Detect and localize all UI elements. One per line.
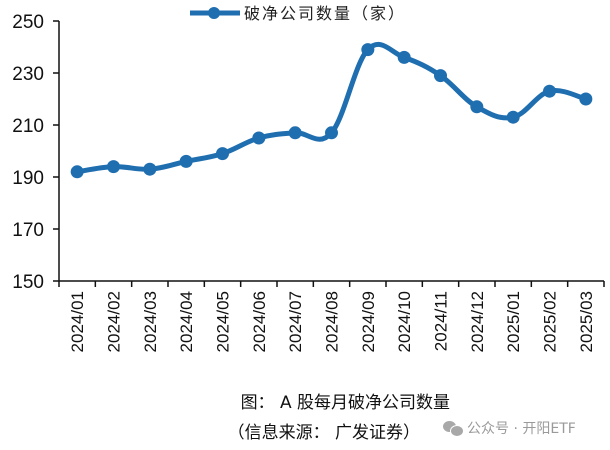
data-point-marker	[70, 165, 84, 179]
x-tick-label: 2025/01	[504, 291, 523, 352]
y-axis: 150 170 190 210 230 250	[12, 12, 60, 293]
x-tick-label: 2025/02	[541, 291, 560, 352]
wechat-icon	[443, 420, 464, 437]
data-point-marker	[288, 126, 302, 140]
x-tick-label: 2024/08	[323, 291, 342, 352]
data-point-marker	[325, 126, 338, 140]
data-point-marker	[361, 43, 375, 57]
data-point-marker	[543, 84, 556, 98]
y-tick-label: 190	[12, 168, 44, 189]
y-tick-label: 250	[12, 12, 44, 33]
y-tick-label: 170	[12, 220, 44, 241]
data-point-marker	[434, 69, 447, 83]
data-series	[70, 41, 593, 179]
watermark-text: 公众号 · 开阳ETF	[467, 421, 576, 437]
x-tick-label: 2024/06	[250, 291, 269, 352]
legend-label: 破净公司数量（家）	[244, 4, 406, 23]
y-tick-label: 210	[12, 116, 44, 137]
figure-source: （信息来源： 广发证券）	[227, 423, 420, 443]
data-point-marker	[179, 154, 193, 168]
x-tick-label: 2024/01	[68, 291, 87, 352]
x-tick-label: 2024/12	[468, 291, 487, 352]
data-point-marker	[506, 110, 520, 124]
x-axis: 2024/01 2024/02 2024/03 2024/04 2024/05 2024/…	[58, 280, 605, 352]
x-tick-label: 2024/04	[177, 291, 196, 352]
data-point-marker	[470, 100, 484, 114]
data-point-marker	[579, 92, 593, 106]
chart-legend: 破净公司数量（家）	[190, 4, 406, 23]
x-tick-label: 2024/09	[359, 291, 378, 352]
x-tick-label: 2024/07	[286, 291, 305, 352]
data-point-marker	[252, 131, 266, 145]
y-tick-label: 230	[12, 64, 44, 85]
x-tick-label: 2024/05	[214, 291, 233, 352]
x-tick-label: 2024/03	[141, 291, 160, 352]
data-point-marker	[397, 50, 411, 64]
data-point-marker	[107, 160, 120, 174]
y-tick-label: 150	[12, 272, 44, 293]
watermark: 公众号 · 开阳ETF	[443, 418, 576, 438]
series-line	[74, 41, 589, 175]
legend-marker-icon	[208, 7, 220, 19]
figure-caption: 图： A 股每月破净公司数量	[240, 393, 450, 413]
x-tick-label: 2024/10	[395, 291, 414, 352]
x-tick-label: 2024/11	[432, 291, 451, 351]
x-tick-label: 2025/03	[577, 291, 596, 352]
x-tick-label: 2024/02	[105, 291, 124, 352]
data-point-marker	[216, 147, 229, 161]
data-point-marker	[143, 162, 157, 176]
